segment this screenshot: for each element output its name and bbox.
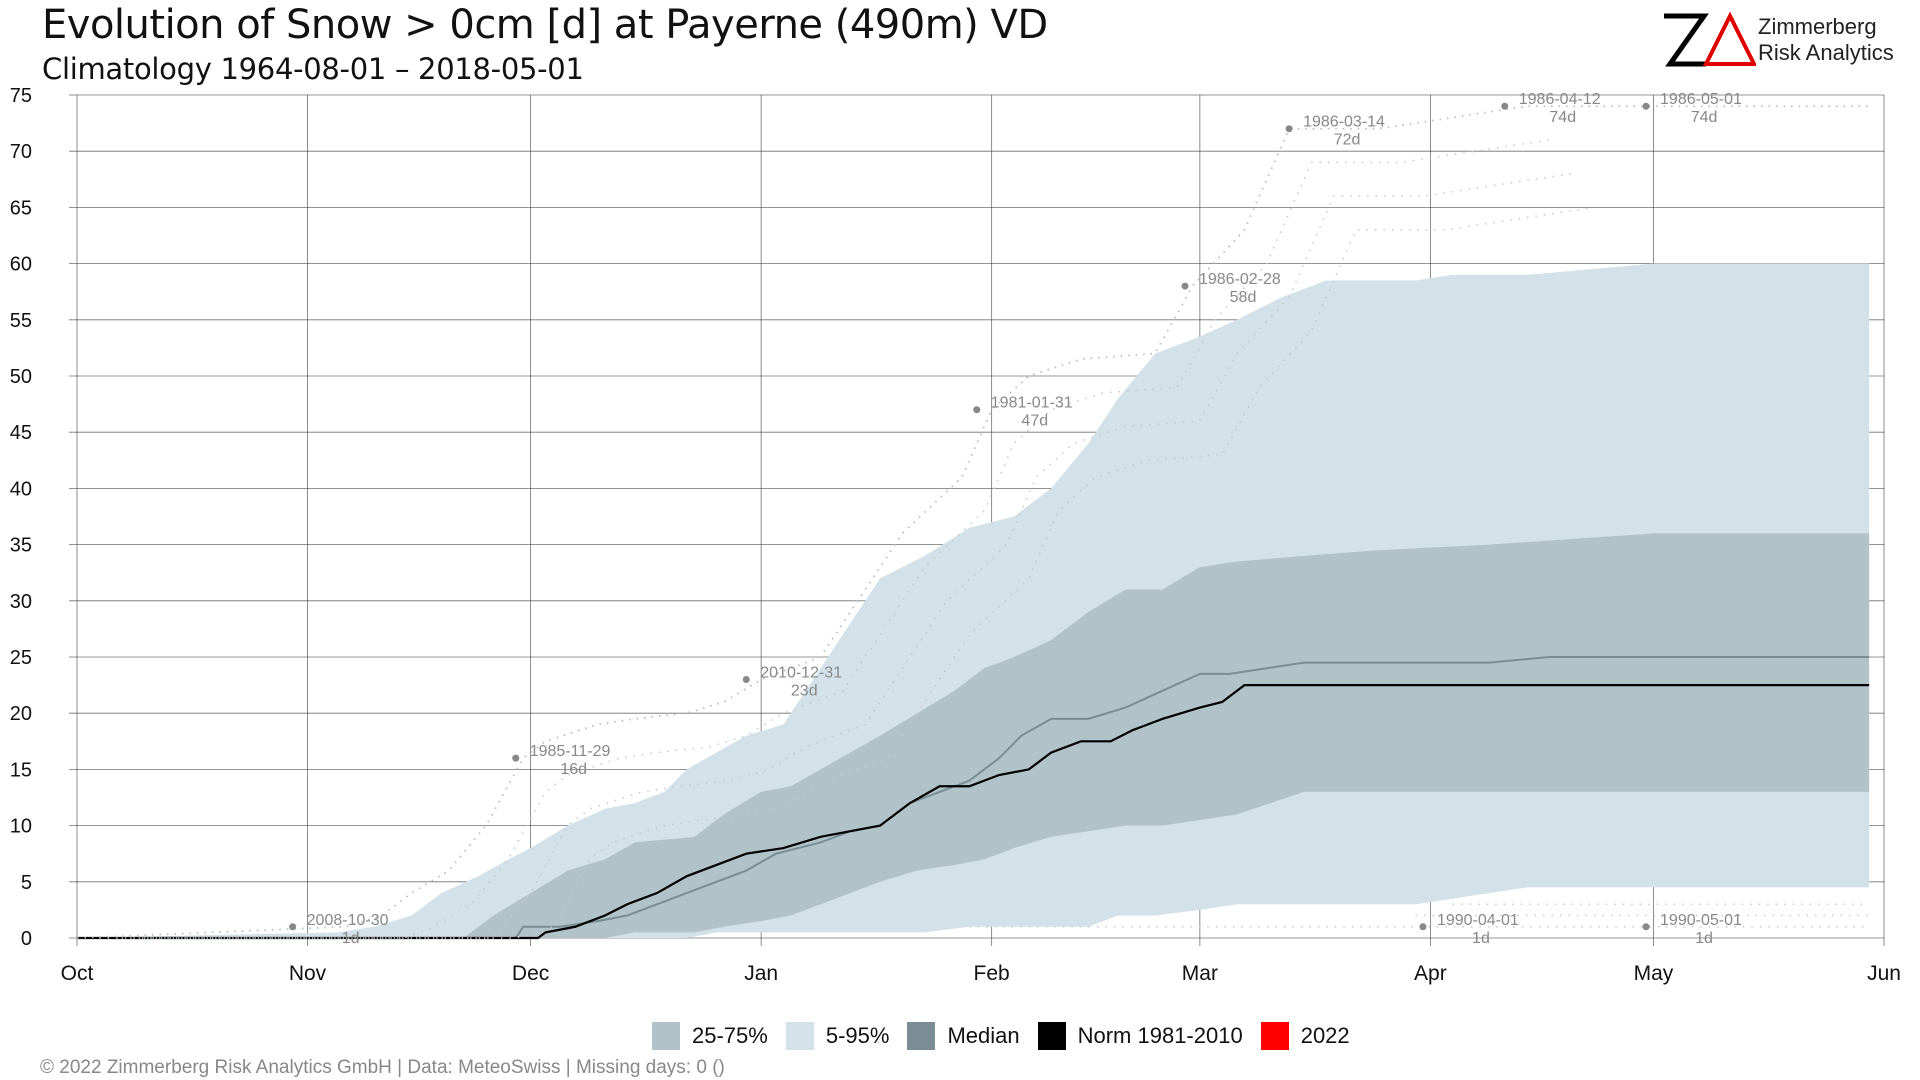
y-tick-label: 5 <box>21 872 32 894</box>
record-date-label: 2008-10-30 <box>307 912 389 929</box>
record-dotted-trace <box>121 172 1572 939</box>
record-date-label: 2010-12-31 <box>760 664 842 681</box>
legend-swatch <box>1260 1022 1289 1050</box>
x-tick-label: May <box>1634 962 1674 985</box>
record-date-label: 1990-05-01 <box>1660 912 1742 929</box>
legend-label: Median <box>947 1023 1020 1048</box>
legend-item: 25-75% <box>652 1022 768 1050</box>
y-tick-label: 50 <box>10 366 32 388</box>
za-logo-icon <box>1664 11 1756 67</box>
legend-swatch <box>1037 1022 1066 1050</box>
record-marker <box>1419 923 1427 931</box>
footer-credit: © 2022 Zimmerberg Risk Analytics GmbH | … <box>40 1057 725 1078</box>
record-value-label: 23d <box>791 682 818 699</box>
x-tick-label: Jan <box>744 962 778 985</box>
band-layer <box>77 263 1870 939</box>
record-marker <box>1285 125 1293 133</box>
annotation-layer: 2008-10-301d1985-11-2916d2010-12-3123d19… <box>289 91 1742 947</box>
logo-line-1: Zimmerberg <box>1758 14 1877 39</box>
y-tick-label: 30 <box>10 591 32 613</box>
record-value-label: 74d <box>1549 109 1576 126</box>
record-marker <box>973 406 981 414</box>
record-marker <box>1642 102 1650 110</box>
y-tick-label: 55 <box>10 310 32 332</box>
y-tick-label: 10 <box>10 816 32 838</box>
legend-label: 25-75% <box>692 1023 768 1048</box>
band-25-75 <box>77 533 1870 938</box>
chart-subtitle: Climatology 1964-08-01 – 2018-05-01 <box>42 52 584 86</box>
legend-label: Norm 1981-2010 <box>1077 1023 1243 1048</box>
record-date-label: 1985-11-29 <box>530 743 611 760</box>
record-marker <box>1501 102 1509 110</box>
legend-label: 5-95% <box>825 1023 890 1048</box>
axis-layer: 0 5 10 15 20 25 30 35 40 45 50 55 60 65 70 75 Oct Nov Dec J… <box>10 85 1901 985</box>
company-logo: Zimmerberg Risk Analytics <box>1660 10 1910 70</box>
record-dotted-trace <box>99 139 1550 939</box>
legend-item: Median <box>907 1022 1020 1050</box>
x-tick-label: Dec <box>512 962 549 985</box>
record-date-label: 1986-02-28 <box>1199 271 1281 288</box>
x-tick-label: Jun <box>1867 962 1901 985</box>
record-value-label: 1d <box>1472 930 1490 947</box>
record-marker <box>1642 923 1650 931</box>
record-marker <box>512 754 520 762</box>
record-value-label: 74d <box>1691 109 1718 126</box>
chart-title: Evolution of Snow > 0cm [d] at Payerne (… <box>42 2 1048 48</box>
record-value-label: 1d <box>1695 930 1713 947</box>
y-tick-label: 75 <box>10 85 32 107</box>
record-value-label: 47d <box>1021 413 1048 430</box>
y-tick-label: 60 <box>10 254 32 276</box>
legend-swatch <box>785 1022 814 1050</box>
y-tick-label: 25 <box>10 647 32 669</box>
legend: 25-75% 5-95% Median Norm 1981-2010 2022 <box>652 1020 1368 1052</box>
legend-item: Norm 1981-2010 <box>1037 1022 1243 1050</box>
y-tick-label: 65 <box>10 197 32 219</box>
legend-item: 2022 <box>1260 1022 1350 1050</box>
x-tick-label: Mar <box>1182 962 1218 985</box>
legend-item: 5-95% <box>785 1022 890 1050</box>
y-tick-label: 70 <box>10 141 32 163</box>
x-tick-label: Apr <box>1414 962 1447 985</box>
record-value-label: 72d <box>1334 132 1361 149</box>
line-layer <box>77 656 1870 940</box>
record-value-label: 1d <box>342 930 360 947</box>
norm-line <box>77 684 1870 940</box>
record-marker <box>1181 282 1189 290</box>
logo-line-2: Risk Analytics <box>1758 40 1894 65</box>
y-tick-label: 45 <box>10 422 32 444</box>
legend-label: 2022 <box>1300 1023 1350 1048</box>
legend-swatch <box>652 1022 680 1050</box>
record-value-label: 16d <box>560 761 587 778</box>
record-date-label: 1986-03-14 <box>1303 114 1385 131</box>
y-tick-label: 40 <box>10 478 32 500</box>
record-date-label: 1986-04-12 <box>1519 91 1601 108</box>
record-layer <box>76 105 1870 939</box>
y-tick-label: 15 <box>10 759 32 781</box>
record-date-label: 1986-05-01 <box>1660 91 1742 108</box>
median-line <box>77 656 1870 939</box>
x-tick-label: Oct <box>61 962 94 985</box>
x-tick-label: Nov <box>289 962 327 985</box>
record-marker <box>289 923 297 931</box>
legend-swatch <box>907 1022 936 1050</box>
record-date-label: 1981-01-31 <box>991 395 1073 412</box>
y-tick-label: 0 <box>21 928 32 950</box>
y-tick-label: 20 <box>10 703 32 725</box>
record-marker <box>742 675 750 683</box>
x-tick-label: Feb <box>974 962 1010 985</box>
record-value-label: 58d <box>1230 289 1257 306</box>
record-date-label: 1990-04-01 <box>1437 912 1519 929</box>
y-tick-label: 35 <box>10 535 32 557</box>
